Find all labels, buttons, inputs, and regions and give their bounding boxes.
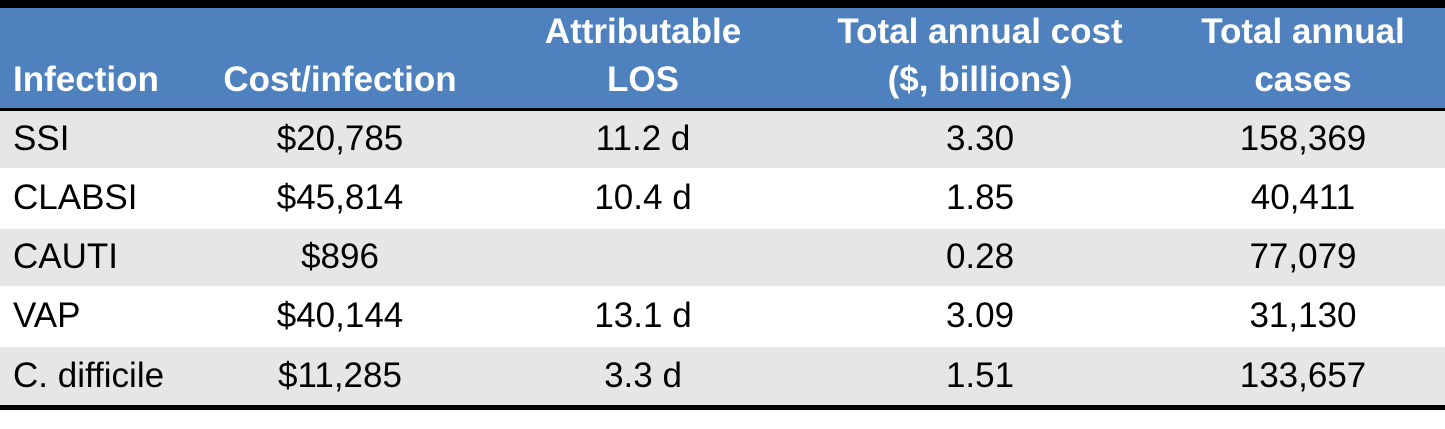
table-header: Infection Cost/infection Attributable LO… <box>0 8 1445 111</box>
cell-cost-per-infection: $11,285 <box>278 355 402 395</box>
table-row-c-difficile: C. difficile $11,285 3.3 d 1.51 133,657 <box>0 345 1445 405</box>
cell-total-annual-cases: 133,657 <box>1239 355 1367 395</box>
cell-infection: CLABSI <box>13 178 138 217</box>
cell-total-annual-cost: 1.51 <box>945 355 1015 395</box>
cell-total-annual-cases: 158,369 <box>1239 119 1367 159</box>
top-border-bar <box>0 0 1445 8</box>
cell-attributable-los: 10.4 d <box>594 178 692 217</box>
cell-cost-per-infection: $896 <box>301 237 379 276</box>
cell-attributable-los: 11.2 d <box>595 119 691 159</box>
cell-attributable-los <box>487 228 799 287</box>
cell-cost-per-infection: $40,144 <box>276 296 404 335</box>
cell-total-annual-cost: 0.28 <box>945 237 1015 276</box>
cell-infection: VAP <box>13 296 81 335</box>
cell-total-annual-cost: 1.85 <box>945 178 1015 217</box>
cell-infection: SSI <box>13 119 70 159</box>
cell-infection: CAUTI <box>13 237 118 276</box>
cell-total-annual-cases: 40,411 <box>1250 178 1356 217</box>
cell-infection: C. difficile <box>13 355 165 395</box>
cell-attributable-los: 3.3 d <box>604 355 682 395</box>
header-row: Infection Cost/infection Attributable LO… <box>0 8 1445 111</box>
table-row-cauti: CAUTI $896 0.28 77,079 <box>0 227 1445 287</box>
column-header-total-annual-cost: Total annual cost ($, billions) <box>799 8 1161 111</box>
table-row-vap: VAP $40,144 13.1 d 3.09 31,130 <box>0 286 1445 346</box>
cell-cost-per-infection: $45,814 <box>276 178 404 217</box>
cell-attributable-los: 13.1 d <box>594 296 692 335</box>
cell-total-annual-cost: 3.30 <box>945 119 1015 159</box>
hai-cost-table: Infection Cost/infection Attributable LO… <box>0 8 1445 405</box>
bottom-border-bar <box>0 404 1445 410</box>
column-header-infection: Infection <box>0 8 193 111</box>
column-header-attributable-los: Attributable LOS <box>487 8 799 111</box>
column-header-total-annual-cases: Total annual cases <box>1161 8 1445 111</box>
cell-total-annual-cost: 3.09 <box>945 296 1015 335</box>
table-body: SSI $20,785 11.2 d 3.30 158,369 CLABSI $… <box>0 109 1445 405</box>
column-header-cost-per-infection: Cost/infection <box>193 8 487 111</box>
table-row-ssi: SSI $20,785 11.2 d 3.30 158,369 <box>0 109 1445 169</box>
cell-total-annual-cases: 77,079 <box>1249 237 1357 276</box>
table-row-clabsi: CLABSI $45,814 10.4 d 1.85 40,411 <box>0 168 1445 228</box>
cell-total-annual-cases: 31,130 <box>1249 296 1357 335</box>
cell-cost-per-infection: $20,785 <box>276 119 404 159</box>
